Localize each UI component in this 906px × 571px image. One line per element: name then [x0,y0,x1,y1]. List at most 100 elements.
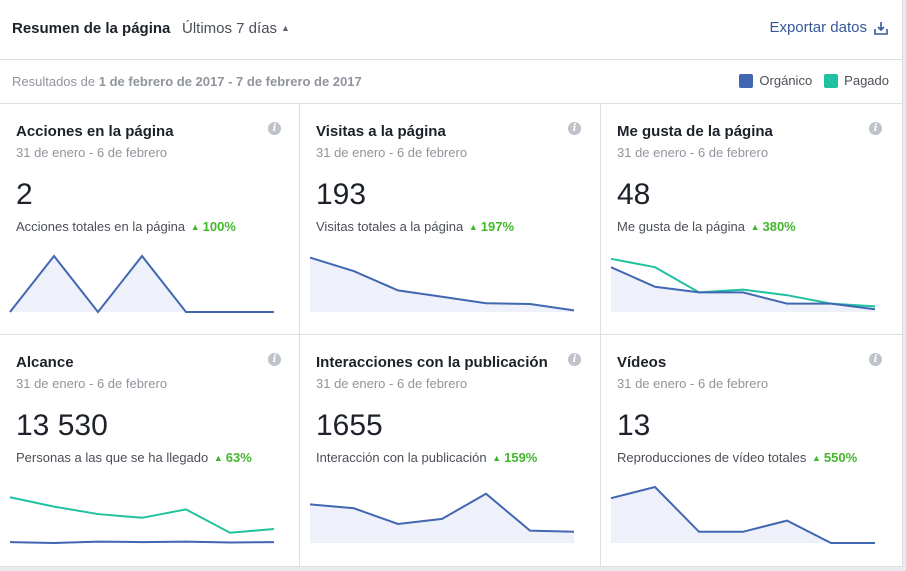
card-metric: Reproducciones de vídeo totales ▲ 550% [617,450,857,465]
info-icon[interactable]: i [869,122,882,135]
metric-label: Reproducciones de vídeo totales [617,450,807,465]
download-icon [874,21,888,35]
sparkline-chart [610,485,875,544]
change-badge: ▲ 63% [214,450,252,465]
change-value: 159% [504,450,538,465]
metric-card[interactable]: Vídeos 31 de enero - 6 de febrero i 13 Repro… [601,335,901,565]
card-value: 193 [316,178,367,211]
metric-card[interactable]: Me gusta de la página 31 de enero - 6 de … [601,104,901,334]
info-icon[interactable]: i [268,353,281,366]
card-date-range: 31 de enero - 6 de febrero [617,145,769,160]
card-metric: Acciones totales en la página ▲ 100% [16,219,236,234]
sparkline-chart [309,256,575,312]
chart-legend: Orgánico Pagado [727,73,889,88]
card-metric: Personas a las que se ha llegado ▲ 63% [16,450,252,465]
card-title: Interacciones con la publicación [316,354,548,371]
metric-card[interactable]: Alcance 31 de enero - 6 de febrero i 13 530… [0,335,300,565]
legend-organic-label: Orgánico [759,73,813,88]
organic-series-line [610,266,876,311]
change-value: 380% [762,219,796,234]
change-badge: ▲ 197% [469,219,514,234]
card-value: 13 530 [16,409,108,442]
info-icon[interactable]: i [568,353,581,366]
sparkline-chart [309,492,575,543]
sort-caret-icon: ▲︎ [281,23,290,33]
sparkline-area [611,487,875,543]
sparkline-chart [9,496,275,545]
card-metric: Me gusta de la página ▲ 380% [617,219,796,234]
change-badge: ▲ 380% [751,219,796,234]
up-arrow-icon: ▲ [811,453,821,463]
up-arrow-icon: ▲ [750,222,760,232]
date-range-dropdown[interactable]: Últimos 7 días ▲︎ [182,20,290,37]
sparkline-area [310,257,574,312]
sparkline-area [310,493,574,543]
sparkline-area [611,267,875,312]
metric-label: Me gusta de la página [617,219,745,234]
card-title: Visitas a la página [316,123,446,140]
card-value: 1655 [316,409,383,442]
organic-series-line [309,256,575,312]
up-arrow-icon: ▲ [468,222,478,232]
organic-series-line [610,485,875,544]
export-data-button[interactable]: Exportar datos [769,19,888,36]
results-range: Resultados de 1 de febrero de 2017 - 7 d… [12,74,362,89]
metric-label: Personas a las que se ha llegado [16,450,209,465]
organic-series-line [9,540,275,545]
metric-label: Acciones totales en la página [16,219,186,234]
card-title: Me gusta de la página [617,123,773,140]
card-metric: Visitas totales a la página ▲ 197% [316,219,514,234]
sparkline-chart [610,257,876,312]
metric-card[interactable]: Interacciones con la publicación 31 de en… [300,335,600,565]
change-badge: ▲ 550% [812,450,857,465]
organic-series-line [309,492,575,533]
grid-divider [299,104,300,566]
date-range-label: Últimos 7 días [182,20,278,37]
legend-paid-label: Pagado [844,73,889,88]
results-dates: 1 de febrero de 2017 - 7 de febrero de 2… [98,74,362,89]
card-value: 13 [617,409,651,442]
change-badge: ▲ 159% [492,450,537,465]
grid-divider [600,104,601,566]
info-icon[interactable]: i [568,122,581,135]
change-value: 197% [480,219,514,234]
card-date-range: 31 de enero - 6 de febrero [316,376,468,391]
results-bar: Resultados de 1 de febrero de 2017 - 7 d… [0,60,902,104]
change-value: 100% [202,219,236,234]
change-value: 550% [823,450,858,465]
up-arrow-icon: ▲ [213,453,223,463]
results-prefix: Resultados de [12,74,96,89]
change-badge: ▲ 100% [191,219,236,234]
card-date-range: 31 de enero - 6 de febrero [316,145,468,160]
paid-swatch [824,73,839,88]
up-arrow-icon: ▲ [190,222,200,232]
metric-card[interactable]: Acciones en la página 31 de enero - 6 de … [0,104,300,334]
summary-header: Resumen de la página Últimos 7 días ▲︎ Ex… [0,0,902,60]
paid-series-line [9,496,275,534]
info-icon[interactable]: i [869,353,882,366]
metric-label: Interacción con la publicación [316,450,487,465]
legend-paid: Pagado [824,73,889,88]
card-date-range: 31 de enero - 6 de febrero [617,376,769,391]
card-value: 48 [617,178,651,211]
export-label: Exportar datos [769,19,867,36]
organic-series-line [9,254,274,314]
card-title: Vídeos [617,354,667,371]
card-value: 2 [16,178,33,211]
organic-swatch [739,73,754,88]
card-date-range: 31 de enero - 6 de febrero [16,145,168,160]
card-title: Acciones en la página [16,123,174,140]
legend-organic: Orgánico [739,73,812,88]
change-value: 63% [225,450,252,465]
grid-divider [0,334,902,335]
info-icon[interactable]: i [268,122,281,135]
up-arrow-icon: ▲ [492,453,502,463]
metric-card[interactable]: Visitas a la página 31 de enero - 6 de fe… [300,104,600,334]
metric-label: Visitas totales a la página [316,219,464,234]
card-title: Alcance [16,354,74,371]
sparkline-chart [9,254,274,314]
page-title: Resumen de la página [12,20,171,37]
metrics-grid: Acciones en la página 31 de enero - 6 de … [0,104,902,566]
sparkline-area [10,256,274,312]
